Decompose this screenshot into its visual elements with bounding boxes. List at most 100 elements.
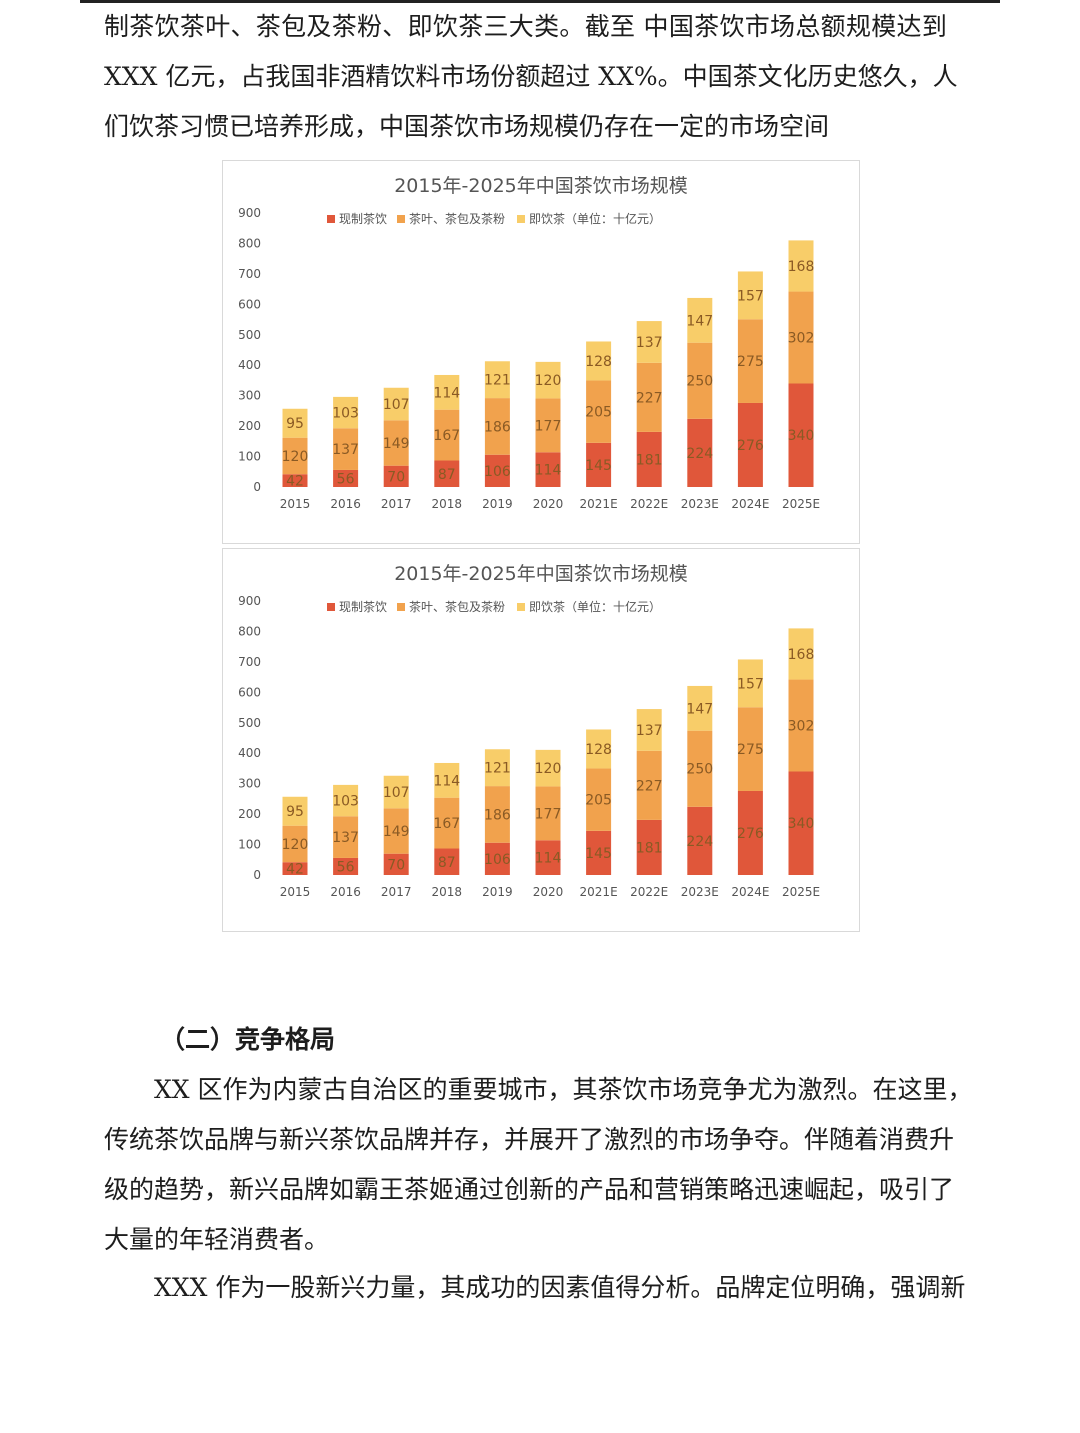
data-label: 128 (585, 354, 612, 370)
bar-segment (636, 362, 662, 432)
data-label: 137 (332, 442, 359, 458)
legend-label: 现制茶饮 (339, 211, 387, 226)
bar-segment (333, 428, 359, 470)
data-label: 87 (438, 855, 456, 871)
x-tick-label: 2025E (782, 885, 820, 899)
bar-segment (788, 383, 814, 487)
y-tick-label: 400 (238, 358, 261, 372)
x-tick-label: 2022E (630, 497, 668, 511)
data-label: 120 (282, 837, 309, 853)
bar-segment (434, 409, 460, 461)
bar-segment (687, 342, 713, 419)
bar-segment (484, 454, 510, 487)
data-label: 121 (484, 373, 511, 389)
data-label: 121 (484, 761, 511, 777)
data-label: 103 (332, 794, 359, 810)
body-line: XXX 作为一股新兴力量，其成功的因素值得分析。品牌定位明确，强调新 (154, 1273, 966, 1302)
bar-segment (737, 402, 763, 487)
bar-segment (586, 729, 612, 769)
data-label: 107 (383, 785, 410, 801)
bar-segment (484, 842, 510, 875)
x-tick-label: 2022E (630, 885, 668, 899)
data-label: 70 (387, 857, 405, 873)
bar-segment (788, 240, 814, 292)
data-label: 205 (585, 405, 612, 421)
bar-segment (586, 341, 612, 381)
legend-label: 现制茶饮 (339, 599, 387, 614)
data-label: 157 (737, 288, 764, 304)
bar-segment (737, 707, 763, 791)
bar-segment (484, 749, 510, 787)
data-label: 114 (535, 463, 562, 479)
y-tick-label: 600 (238, 297, 261, 311)
data-label: 137 (332, 830, 359, 846)
data-label: 114 (433, 385, 460, 401)
data-label: 95 (286, 804, 304, 820)
x-tick-label: 2017 (381, 885, 412, 899)
y-tick-label: 0 (253, 868, 261, 882)
bar-segment (282, 474, 308, 487)
y-tick-label: 600 (238, 685, 261, 699)
x-tick-label: 2016 (330, 497, 361, 511)
y-tick-label: 500 (238, 716, 261, 730)
data-label: 137 (636, 723, 663, 739)
bar-segment (586, 768, 612, 831)
x-tick-label: 2024E (731, 885, 769, 899)
data-label: 95 (286, 416, 304, 432)
data-label: 168 (788, 259, 815, 275)
bar-segment (586, 830, 612, 875)
legend-swatch (327, 603, 335, 611)
data-label: 145 (585, 846, 612, 862)
intro-line: 们饮茶习惯已培养形成，中国茶饮市场规模仍存在一定的市场空间 (104, 112, 830, 141)
data-label: 107 (383, 397, 410, 413)
data-label: 181 (636, 452, 663, 468)
section-heading: （二）竞争格局 (160, 1025, 336, 1054)
y-tick-label: 100 (238, 450, 261, 464)
bar-segment (737, 659, 763, 708)
bar-segment (535, 452, 561, 487)
data-label: 302 (788, 719, 815, 735)
data-label: 250 (686, 762, 713, 778)
data-label: 42 (286, 474, 304, 490)
data-label: 120 (535, 373, 562, 389)
data-label: 42 (286, 862, 304, 878)
top-rule (80, 0, 1000, 3)
bar-segment (535, 361, 561, 399)
data-label: 250 (686, 374, 713, 390)
y-tick-label: 300 (238, 777, 261, 791)
data-label: 205 (585, 793, 612, 809)
y-tick-label: 500 (238, 328, 261, 342)
intro-line: 制茶饮茶叶、茶包及茶粉、即饮茶三大类。截至 中国茶饮市场总额规模达到 (104, 12, 948, 41)
bar-segment (788, 771, 814, 875)
bar-segment (636, 431, 662, 487)
bar-segment (788, 291, 814, 384)
data-label: 137 (636, 335, 663, 351)
bar-segment (687, 297, 713, 343)
data-label: 103 (332, 406, 359, 422)
x-tick-label: 2023E (681, 885, 719, 899)
x-tick-label: 2018 (432, 885, 463, 899)
x-tick-label: 2016 (330, 885, 361, 899)
bar-segment (282, 862, 308, 875)
bar-segment (434, 762, 460, 798)
body-paragraph-1: XX 区作为内蒙古自治区的重要城市，其茶饮市场竞争尤为激烈。在这里， 传统茶饮品… (104, 1065, 984, 1265)
y-tick-label: 700 (238, 655, 261, 669)
legend-swatch (327, 215, 335, 223)
bar-segment (434, 374, 460, 410)
chart-1: 2015年-2025年中国茶饮市场规模 现制茶饮 茶叶、茶包及茶粉 即饮茶（单位：十亿… (222, 160, 860, 544)
bar-segment (737, 319, 763, 403)
body-paragraph-2: XXX 作为一股新兴力量，其成功的因素值得分析。品牌定位明确，强调新 (104, 1263, 984, 1313)
bar-segment (788, 679, 814, 772)
data-label: 302 (788, 331, 815, 347)
data-label: 340 (788, 816, 815, 832)
bar-segment (636, 819, 662, 875)
legend-swatch (397, 603, 405, 611)
legend-label: 即饮茶（单位：十亿元） (529, 211, 661, 226)
data-label: 114 (433, 773, 460, 789)
x-tick-label: 2015 (280, 885, 311, 899)
bar-segment (535, 840, 561, 875)
bar-segment (383, 853, 409, 875)
data-label: 168 (788, 647, 815, 663)
bar-segment (535, 398, 561, 453)
